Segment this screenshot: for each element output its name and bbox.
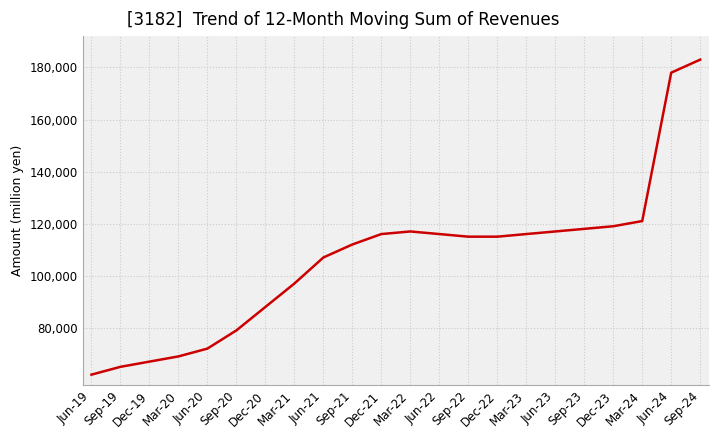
Text: [3182]  Trend of 12-Month Moving Sum of Revenues: [3182] Trend of 12-Month Moving Sum of R…: [127, 11, 559, 29]
Y-axis label: Amount (million yen): Amount (million yen): [11, 145, 24, 276]
